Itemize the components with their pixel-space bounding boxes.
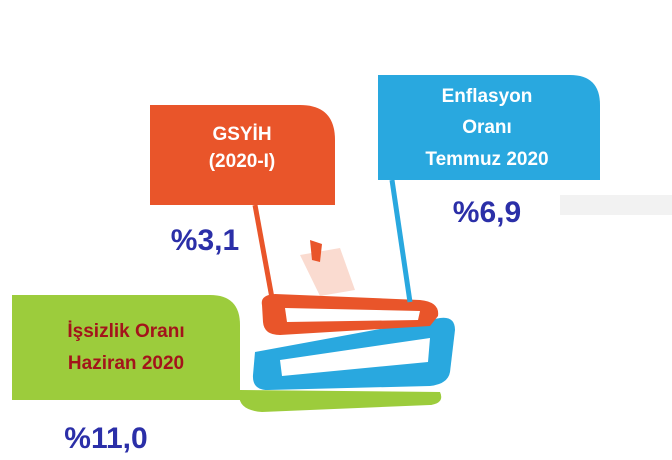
unemployment-card (12, 295, 240, 400)
card-label: (2020-I) (209, 151, 276, 172)
card-value: %6,9 (453, 196, 521, 229)
shade (560, 195, 672, 215)
card-value: %3,1 (171, 224, 239, 257)
card-label: Oranı (462, 117, 512, 138)
card-label: Enflasyon (442, 86, 533, 107)
card-label: Haziran 2020 (68, 353, 184, 374)
card-label: Temmuz 2020 (425, 149, 548, 170)
card-label: GSYİH (212, 124, 271, 145)
card-label: İşsizlik Oranı (67, 321, 184, 342)
infographic: GSYİH (2020-I) %3,1 Enflasyon Oranı Temm… (0, 0, 672, 460)
card-value: %11,0 (64, 422, 147, 455)
